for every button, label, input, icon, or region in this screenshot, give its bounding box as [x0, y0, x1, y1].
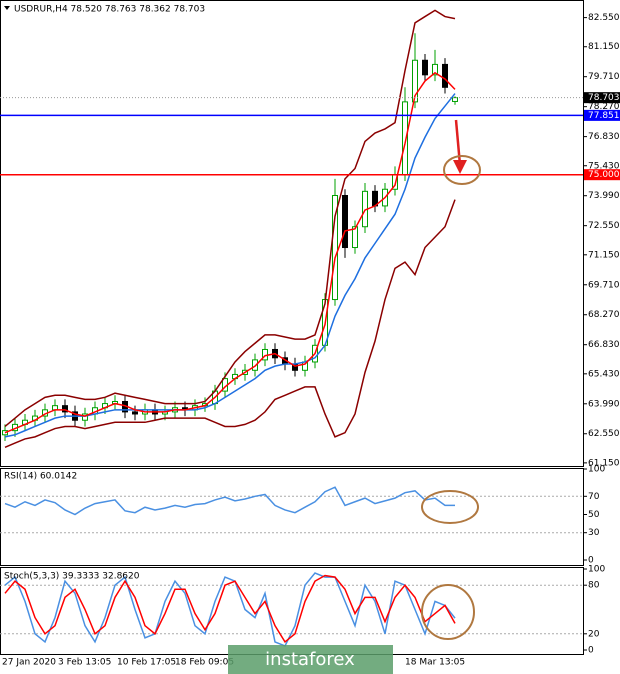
y-tick-label: 30: [588, 528, 600, 538]
y-tick-label: 68.270: [588, 310, 620, 320]
x-tick-label: 18 Mar 13:05: [405, 658, 465, 668]
y-tick-label: 20: [588, 629, 600, 639]
y-tick-label: 78.270: [588, 102, 620, 112]
y-tick-label: 61.150: [588, 458, 620, 468]
series-line: [4, 93, 456, 438]
y-tick-label: 69.710: [588, 280, 620, 290]
level-label: 77.851: [588, 111, 620, 121]
y-tick-label: 50: [588, 510, 600, 520]
arrow-head: [453, 160, 467, 174]
y-tick-label: 66.830: [588, 340, 620, 350]
y-tick-label: 100: [588, 565, 605, 575]
level-label: 75.000: [588, 170, 620, 180]
y-tick-label: 0: [588, 646, 594, 656]
series-line: [4, 199, 456, 448]
y-tick-label: 0: [588, 556, 594, 566]
candle-body: [62, 405, 68, 413]
candle-body: [82, 413, 88, 421]
candle-body: [442, 63, 448, 88]
marks: 82.550 81.150 79.710 78.270 76.830 75.430 73.9…: [0, 9, 620, 668]
y-tick-label: 80: [588, 581, 600, 591]
price-label: 78.703: [588, 93, 620, 103]
x-tick-label: 18 Feb 09:05: [175, 658, 234, 668]
series-line: [4, 486, 455, 516]
series-line: [4, 71, 456, 434]
x-tick-label: 3 Feb 13:05: [58, 658, 111, 668]
series-line: [4, 572, 456, 647]
candle-body: [132, 411, 138, 415]
candle-body: [412, 59, 418, 103]
stoch-title: Stoch(5,3,3) 39.3333 32.8620: [4, 572, 140, 582]
y-tick-label: 79.710: [588, 72, 620, 82]
y-tick-label: 70: [588, 492, 600, 502]
menu-icon: [4, 6, 10, 10]
y-tick-label: 63.990: [588, 399, 620, 409]
watermark: instaforex: [265, 649, 355, 670]
highlight-circle: [443, 155, 481, 185]
x-tick-label: 10 Feb 17:05: [117, 658, 176, 668]
candle-body: [342, 195, 348, 249]
y-tick-label: 65.430: [588, 369, 620, 379]
candle-body: [432, 63, 438, 76]
candle-body: [422, 59, 428, 76]
candle-body: [452, 97, 458, 102]
y-tick-label: 76.830: [588, 132, 620, 142]
watermark-bg: [228, 645, 393, 674]
watermark-box: instaforex: [228, 645, 393, 674]
y-tick-label: 71.150: [588, 250, 620, 260]
candle-body: [352, 226, 358, 249]
series-line: [4, 574, 456, 644]
price-box: [584, 92, 620, 104]
y-tick-label: 100: [588, 465, 605, 475]
x-tick-label: 27 Jan 2020: [2, 658, 56, 668]
series-line: [4, 9, 456, 428]
rsi-frame: [0, 468, 584, 566]
y-tick-label: 81.150: [588, 42, 620, 52]
main-frame: [0, 0, 584, 467]
arrow: [454, 119, 462, 166]
candle-body: [332, 195, 338, 301]
y-tick-label: 82.550: [588, 13, 620, 23]
y-tick-label: 72.550: [588, 221, 620, 231]
y-tick-label: 75.430: [588, 161, 620, 171]
rsi-title: RSI(14) 60.0142: [4, 472, 77, 482]
y-tick-label: 62.550: [588, 429, 620, 439]
level-box: [584, 109, 620, 121]
level-box: [584, 169, 620, 181]
y-tick-label: 73.990: [588, 191, 620, 201]
highlight-circle: [421, 584, 475, 640]
main-title: USDRUR,H4 78.520 78.763 78.362 78.703: [14, 5, 205, 15]
highlight-circle: [421, 490, 479, 524]
